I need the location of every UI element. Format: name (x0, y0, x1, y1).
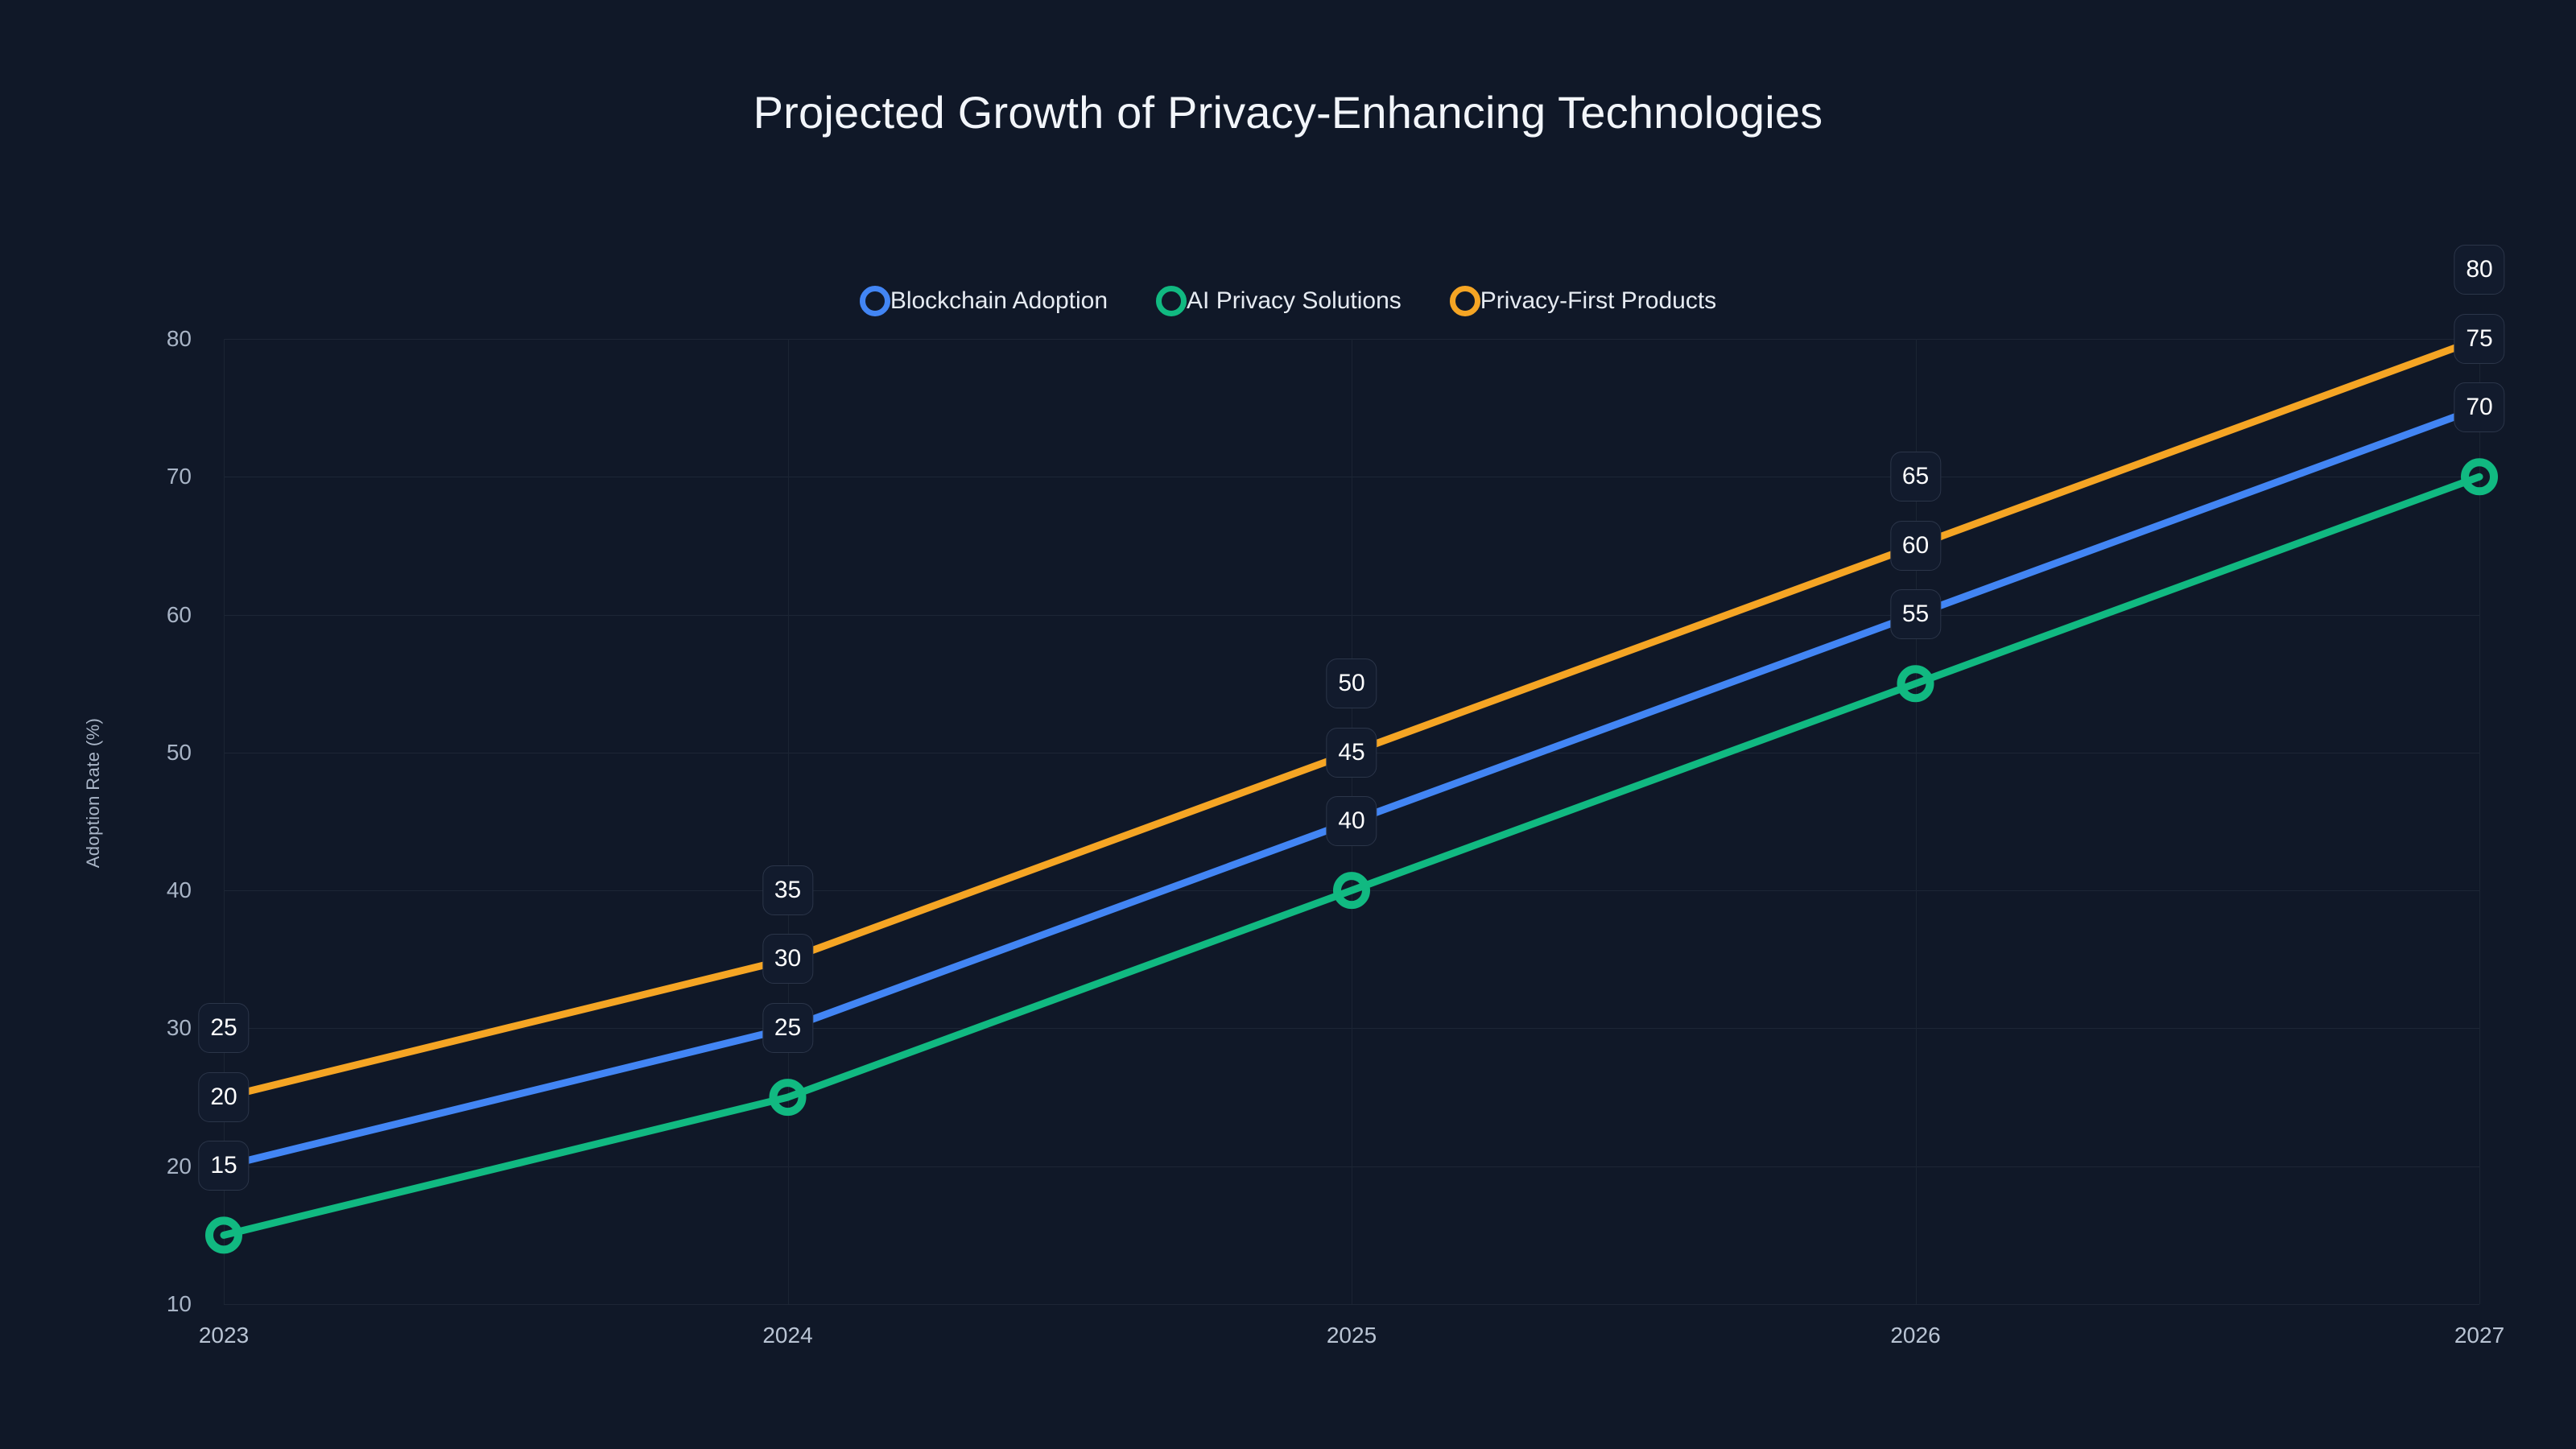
data-point-label: 55 (1889, 589, 1942, 640)
gridline-horizontal (224, 1304, 2479, 1305)
data-point-label: 60 (1889, 520, 1942, 571)
series-line[interactable] (220, 335, 2483, 1101)
gridline-vertical (1915, 339, 1917, 1304)
x-axis-tick-label: 2027 (2454, 1323, 2505, 1348)
x-axis-tick-label: 2026 (1890, 1323, 1941, 1348)
data-point-label: 20 (198, 1071, 250, 1122)
y-axis-tick-label: 50 (166, 739, 192, 765)
gridline-vertical (787, 339, 789, 1304)
series-line[interactable] (220, 473, 2483, 1239)
chart-title: Projected Growth of Privacy-Enhancing Te… (753, 87, 1823, 138)
gridline-vertical (2479, 339, 2480, 1304)
data-point-marker[interactable] (769, 1079, 807, 1117)
data-point-marker[interactable] (1333, 872, 1370, 910)
y-axis-tick-label: 70 (166, 464, 192, 489)
data-point-label: 25 (198, 1003, 250, 1054)
data-point-label: 80 (2454, 245, 2505, 295)
x-axis-tick-label: 2024 (762, 1323, 813, 1348)
data-point-label: 15 (198, 1141, 250, 1191)
y-axis-tick-label: 10 (166, 1291, 192, 1316)
data-point-label: 30 (762, 934, 814, 985)
data-point-label: 45 (1326, 727, 1377, 778)
data-point-label: 70 (2454, 382, 2505, 433)
y-axis-tick-label: 80 (166, 326, 192, 351)
data-point-label: 75 (2454, 313, 2505, 364)
y-axis-tick-label: 60 (166, 601, 192, 627)
gridline-vertical (224, 339, 225, 1304)
y-axis-tick-label: 30 (166, 1015, 192, 1041)
data-point-marker[interactable] (205, 1216, 242, 1254)
data-point-label: 35 (762, 865, 814, 915)
data-point-label: 40 (1326, 796, 1377, 847)
x-axis-tick-label: 2025 (1326, 1323, 1377, 1348)
data-point-label: 50 (1326, 658, 1377, 708)
data-point-marker[interactable] (2461, 458, 2498, 496)
data-point-marker[interactable] (1897, 665, 1934, 703)
y-axis-tick-label: 40 (166, 877, 192, 903)
y-axis-tick-label: 20 (166, 1153, 192, 1179)
data-point-label: 25 (762, 1003, 814, 1054)
data-point-label: 65 (1889, 451, 1942, 502)
x-axis-tick-label: 2023 (198, 1323, 250, 1348)
series-line[interactable] (220, 404, 2483, 1170)
